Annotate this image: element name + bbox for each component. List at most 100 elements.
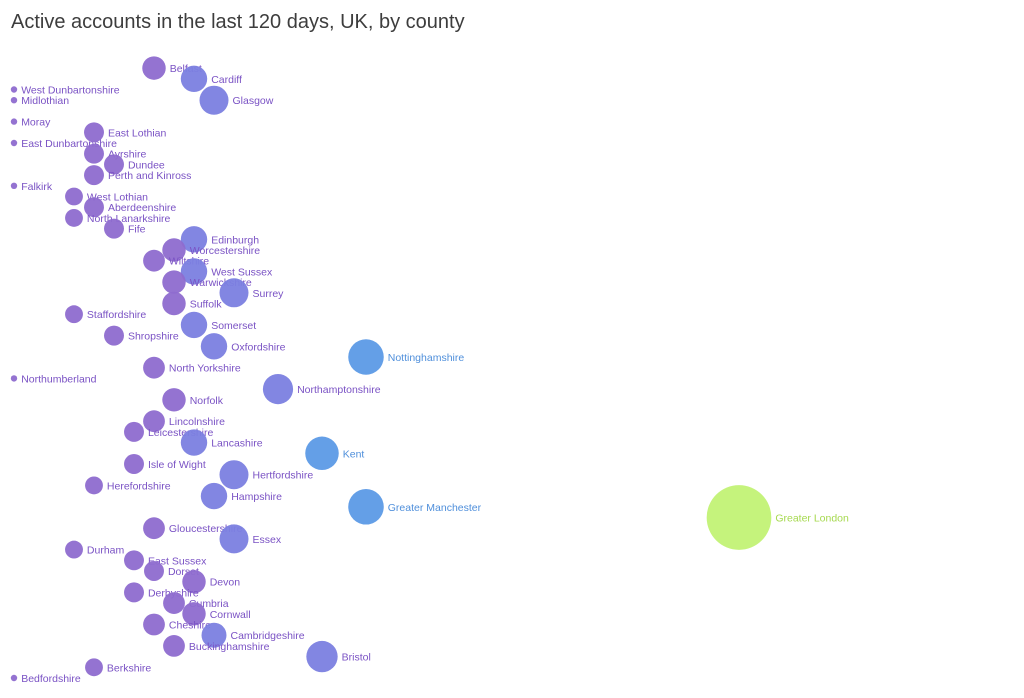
data-point-group: Devon [182, 569, 241, 594]
data-point-group: Dundee [104, 154, 165, 175]
data-point[interactable] [124, 550, 144, 571]
data-label: Worcestershire [190, 245, 261, 257]
data-point-group: Aberdeenshire [84, 197, 176, 218]
data-point[interactable] [65, 208, 83, 227]
data-point[interactable] [143, 613, 165, 636]
data-point[interactable] [10, 674, 18, 682]
data-point[interactable] [180, 226, 208, 253]
data-point[interactable] [84, 122, 104, 143]
data-point-group: Isle of Wight [124, 454, 206, 474]
data-label: Cornwall [210, 609, 251, 621]
data-point[interactable] [200, 333, 228, 360]
data-point[interactable] [84, 165, 104, 186]
data-point[interactable] [306, 640, 338, 673]
data-label: Cambridgeshire [230, 630, 304, 642]
data-point[interactable] [162, 270, 186, 294]
data-point[interactable] [143, 356, 165, 379]
data-label: Essex [252, 534, 281, 546]
data-point[interactable] [199, 85, 229, 115]
data-label: Glasgow [232, 95, 273, 107]
data-point-group: Suffolk [162, 291, 223, 316]
data-point[interactable] [180, 65, 208, 93]
data-point[interactable] [305, 436, 339, 471]
data-label: Devon [210, 577, 241, 589]
data-point-group: West Dunbartonshire [10, 85, 120, 97]
data-point[interactable] [10, 118, 18, 125]
data-point[interactable] [143, 249, 165, 272]
data-point-group: Moray [10, 117, 51, 129]
data-point-group: Cornwall [182, 602, 251, 626]
data-point[interactable] [124, 421, 144, 442]
data-point[interactable] [219, 524, 249, 554]
data-label: West Sussex [211, 266, 273, 278]
data-point[interactable] [124, 454, 144, 474]
data-point-group: Bristol [306, 640, 371, 673]
data-point-group: Greater Manchester [348, 489, 482, 525]
data-point-group: Cardiff [180, 65, 242, 93]
data-point[interactable] [142, 56, 166, 80]
data-point[interactable] [180, 258, 208, 285]
data-point[interactable] [144, 561, 164, 581]
data-label: Shropshire [128, 331, 179, 343]
data-point[interactable] [180, 429, 208, 456]
data-point[interactable] [65, 305, 83, 324]
data-point[interactable] [706, 485, 772, 550]
data-point[interactable] [182, 569, 206, 594]
data-point[interactable] [104, 325, 124, 346]
data-point[interactable] [10, 182, 18, 189]
data-point[interactable] [10, 375, 18, 382]
data-point[interactable] [163, 635, 185, 657]
data-point[interactable] [84, 143, 104, 164]
data-point[interactable] [85, 476, 103, 495]
data-point-group: Edinburgh [180, 226, 259, 253]
data-point-group: Berkshire [85, 658, 151, 677]
data-label: Kent [343, 448, 365, 460]
data-point[interactable] [10, 86, 18, 93]
data-point[interactable] [143, 517, 165, 540]
data-point-group: West Lothian [65, 187, 148, 206]
data-point[interactable] [180, 311, 208, 339]
data-point[interactable] [124, 582, 144, 603]
data-point-group: Worcestershire [162, 238, 261, 262]
data-point-group: West Sussex [180, 258, 273, 285]
data-point[interactable] [348, 489, 384, 525]
data-point-group: Glasgow [199, 85, 274, 115]
data-point[interactable] [104, 154, 124, 175]
data-label: Fife [128, 224, 146, 236]
data-point[interactable] [348, 339, 384, 375]
data-point[interactable] [201, 622, 227, 648]
data-point[interactable] [162, 291, 186, 316]
data-point[interactable] [163, 592, 185, 614]
data-point[interactable] [104, 218, 124, 239]
data-label: Cheshire [169, 620, 211, 632]
data-point[interactable] [65, 540, 83, 559]
data-point[interactable] [219, 278, 249, 308]
data-point[interactable] [262, 374, 294, 405]
data-label: Lancashire [211, 438, 263, 450]
data-point[interactable] [85, 658, 103, 677]
data-label: Oxfordshire [231, 341, 285, 353]
data-point[interactable] [219, 460, 249, 490]
data-point[interactable] [84, 197, 104, 218]
data-label: Herefordshire [107, 480, 171, 492]
data-point-group: Perth and Kinross [84, 165, 191, 186]
data-point[interactable] [182, 602, 206, 626]
data-label: Midlothian [21, 95, 69, 107]
data-point[interactable] [200, 482, 228, 510]
data-point[interactable] [143, 410, 165, 433]
data-point-group: East Lothian [84, 122, 167, 143]
data-label: Norfolk [190, 395, 224, 407]
data-point-group: Cumbria [163, 592, 229, 614]
data-label: Bedfordshire [21, 673, 81, 685]
data-point[interactable] [162, 388, 186, 412]
data-point-group: Lincolnshire [143, 410, 225, 433]
data-label: Suffolk [190, 299, 223, 311]
data-point[interactable] [10, 139, 18, 147]
data-point[interactable] [10, 97, 18, 104]
data-point-group: Herefordshire [85, 476, 171, 495]
chart-title: Active accounts in the last 120 days, UK… [11, 11, 465, 33]
data-label: Somerset [211, 320, 256, 332]
data-point[interactable] [65, 187, 83, 206]
data-point[interactable] [162, 238, 186, 262]
data-label: Isle of Wight [148, 459, 206, 471]
